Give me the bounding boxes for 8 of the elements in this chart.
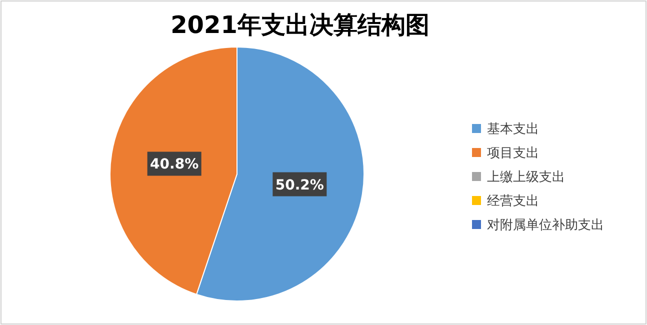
legend-label: 上缴上级支出 (487, 170, 565, 185)
chart-title: 2021年支出决算结构图 (170, 11, 430, 39)
legend-label: 项目支出 (487, 146, 539, 161)
legend-label: 对附属单位补助支出 (487, 218, 604, 233)
legend-label: 经营支出 (487, 194, 539, 209)
data-label: 50.2% (275, 177, 324, 194)
data-label: 40.8% (150, 156, 199, 173)
legend-label: 基本支出 (487, 122, 539, 137)
